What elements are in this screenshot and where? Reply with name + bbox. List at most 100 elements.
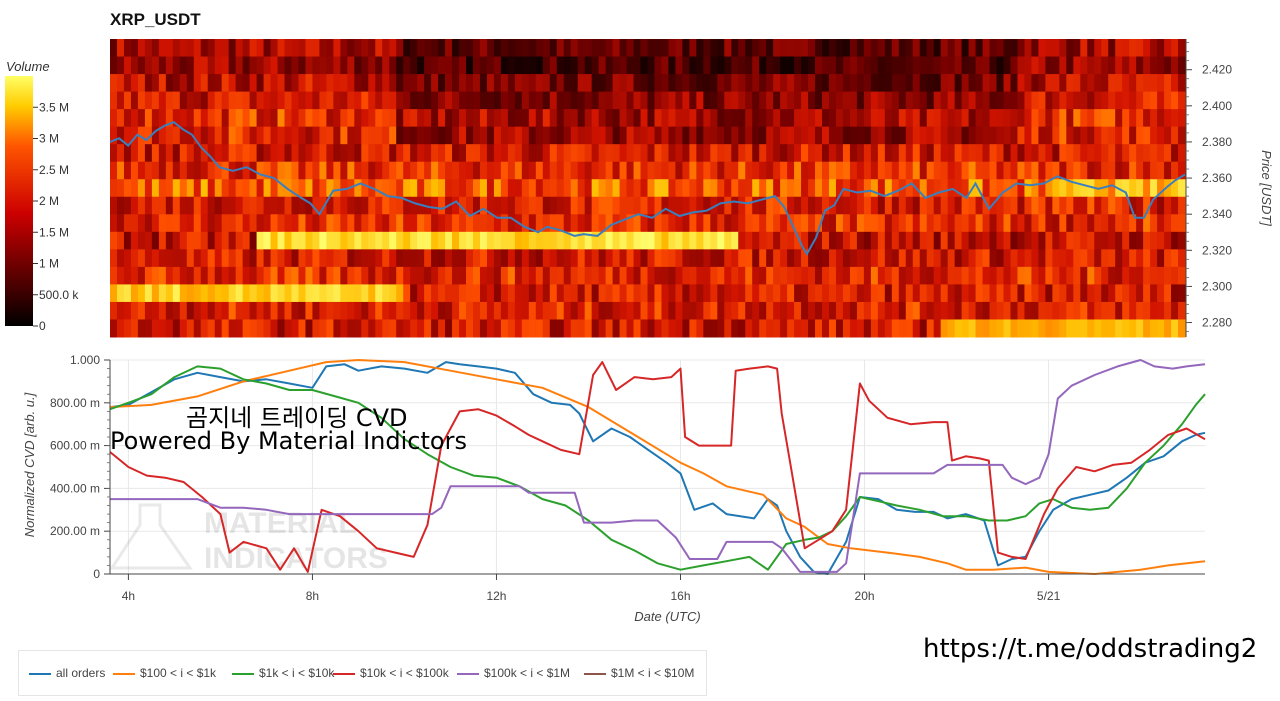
heatmap-cell [151, 214, 160, 233]
heatmap-cell [926, 214, 935, 233]
heatmap-cell [1031, 231, 1040, 250]
heatmap-cell [249, 91, 258, 110]
heatmap-cell [863, 144, 872, 163]
heatmap-cell [696, 214, 704, 233]
heatmap-cell [207, 266, 216, 285]
heatmap-cell [507, 284, 516, 303]
heatmap-cell [780, 284, 788, 303]
heatmap-cell [1157, 179, 1165, 198]
heatmap-cell [961, 56, 970, 75]
heatmap-cell [1129, 249, 1137, 268]
heatmap-cell [940, 284, 949, 303]
heatmap-cell [354, 249, 362, 268]
heatmap-cell [598, 91, 607, 110]
heatmap-cell [249, 214, 258, 233]
heatmap-cell [382, 284, 390, 303]
heatmap-cell [172, 74, 181, 93]
heatmap-cell [947, 249, 956, 268]
heatmap-cell [1115, 91, 1123, 110]
heatmap-cell [696, 301, 704, 320]
heatmap-cell [158, 266, 167, 285]
heatmap-cell [766, 284, 774, 303]
heatmap-cell [1031, 39, 1040, 58]
heatmap-cell [759, 214, 767, 233]
heatmap-cell [459, 319, 467, 338]
heatmap-cell [158, 161, 167, 180]
heatmap-cell [584, 284, 593, 303]
heatmap-cell [612, 284, 621, 303]
heatmap-cell [738, 126, 746, 145]
heatmap-cell [940, 161, 949, 180]
heatmap-cell [333, 179, 341, 198]
heatmap-cell [1052, 214, 1060, 233]
heatmap-cell [179, 161, 188, 180]
heatmap-cell [556, 179, 565, 198]
heatmap-cell [563, 56, 572, 75]
heatmap-cell [396, 231, 404, 250]
heatmap-cell [898, 161, 907, 180]
heatmap-cell [682, 144, 690, 163]
heatmap-cell [172, 284, 181, 303]
heatmap-cell [1087, 126, 1095, 145]
heatmap-cell [989, 179, 998, 198]
heatmap-cell [466, 56, 474, 75]
heatmap-cell [116, 126, 125, 145]
heatmap-cell [584, 319, 593, 338]
heatmap-cell [801, 266, 809, 285]
heatmap-cell [172, 266, 181, 285]
heatmap-cell [794, 39, 802, 58]
heatmap-cell [1129, 144, 1137, 163]
heatmap-cell [556, 74, 565, 93]
heatmap-cell [556, 231, 565, 250]
heatmap-cell [780, 144, 788, 163]
heatmap-cell [1150, 74, 1158, 93]
heatmap-cell [151, 56, 160, 75]
heatmap-cell [144, 214, 153, 233]
heatmap-cell [333, 284, 341, 303]
heatmap-cell [842, 109, 851, 128]
heatmap-cell [759, 266, 767, 285]
heatmap-cell [158, 196, 167, 215]
heatmap-cell [172, 91, 181, 110]
heatmap-cell [424, 74, 432, 93]
heatmap-cell [828, 109, 837, 128]
heatmap-cell [968, 301, 977, 320]
heatmap-cell [479, 74, 488, 93]
heatmap-cell [815, 161, 823, 180]
heatmap-cell [1080, 161, 1088, 180]
heatmap-cell [130, 284, 139, 303]
heatmap-cell [417, 301, 425, 320]
heatmap-cell [375, 284, 383, 303]
heatmap-cell [1136, 161, 1144, 180]
heatmap-cell [724, 319, 732, 338]
heatmap-cell [270, 161, 279, 180]
heatmap-cell [340, 74, 348, 93]
heatmap-cell [1010, 39, 1019, 58]
heatmap-cell [116, 266, 125, 285]
telegram-link[interactable]: https://t.me/oddstrading2 [923, 634, 1258, 664]
heatmap-cell [1094, 249, 1102, 268]
heatmap-cell [647, 161, 656, 180]
heatmap-cell [933, 179, 942, 198]
heatmap-cell [961, 301, 970, 320]
heatmap-cell [242, 56, 251, 75]
heatmap-cell [773, 161, 781, 180]
heatmap-cell [549, 249, 558, 268]
heatmap-cell [577, 126, 586, 145]
heatmap-cell [228, 214, 237, 233]
heatmap-cell [493, 319, 502, 338]
heatmap-cell [933, 144, 942, 163]
heatmap-cell [116, 91, 125, 110]
heatmap-cell [787, 56, 795, 75]
heatmap-cell [486, 126, 495, 145]
heatmap-cell [870, 196, 879, 215]
heatmap-cell [305, 109, 314, 128]
heatmap-cell [591, 319, 600, 338]
heatmap-cell [1003, 249, 1012, 268]
heatmap-cell [312, 214, 321, 233]
heatmap-cell [1087, 196, 1095, 215]
heatmap-cell [989, 196, 998, 215]
heatmap-cell [151, 196, 160, 215]
heatmap-cell [256, 214, 265, 233]
heatmap-cell [1122, 179, 1130, 198]
